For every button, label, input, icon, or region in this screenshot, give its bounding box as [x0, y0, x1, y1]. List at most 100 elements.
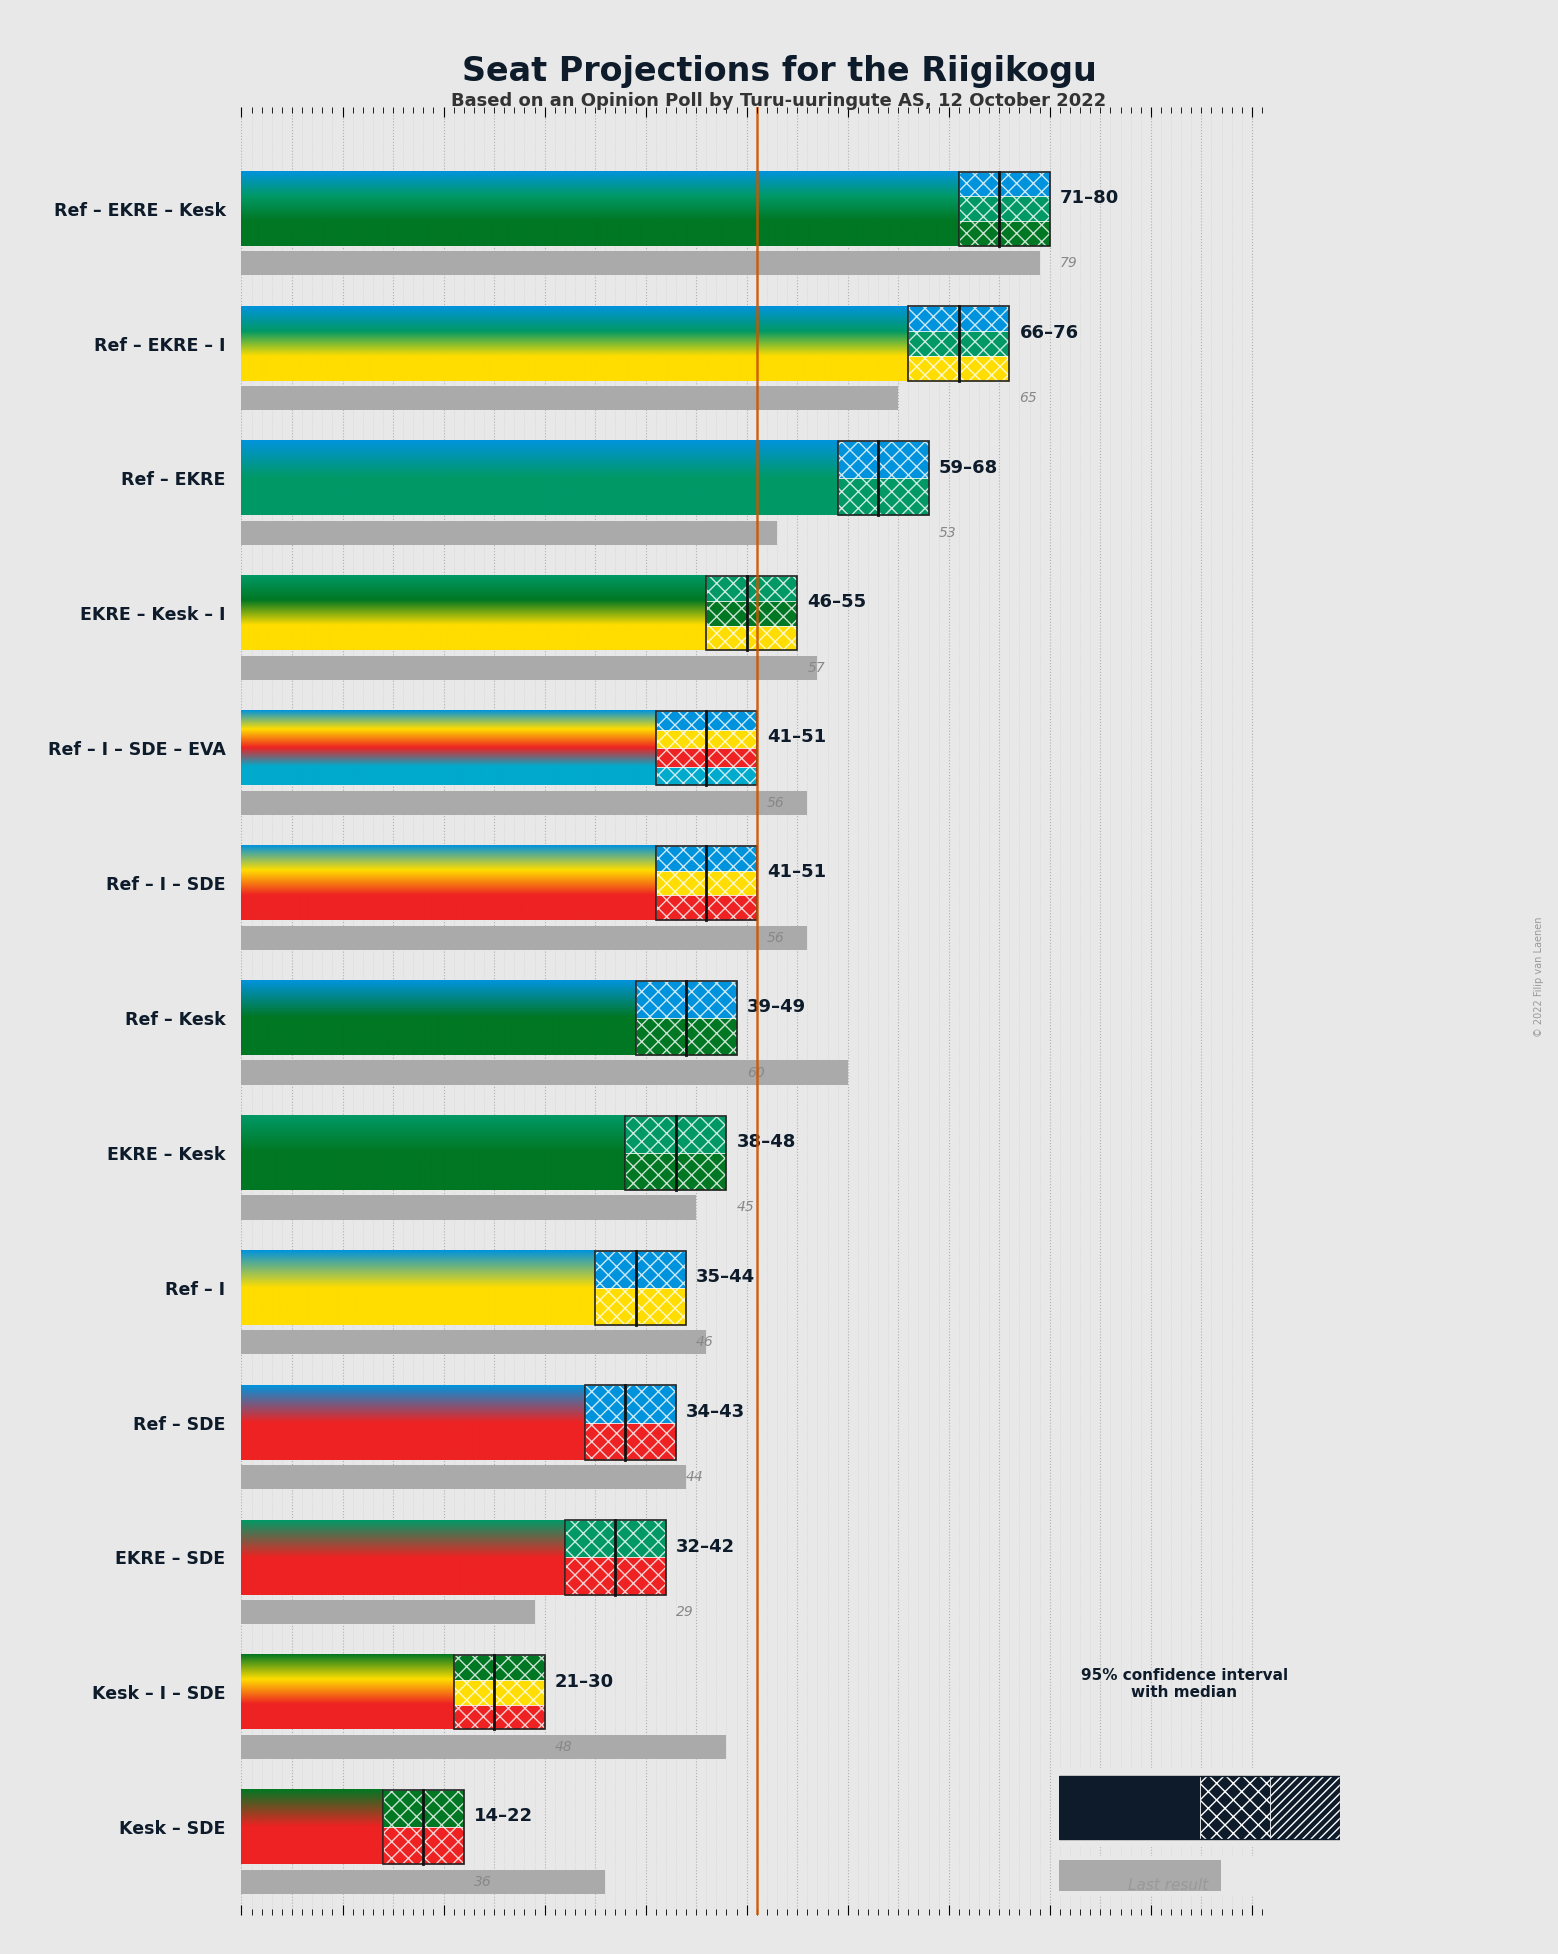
Bar	[656, 729, 757, 748]
Text: Based on an Opinion Poll by Turu-uuringute AS, 12 October 2022: Based on an Opinion Poll by Turu-uuringu…	[452, 92, 1106, 109]
Bar	[584, 1423, 676, 1460]
Bar	[656, 846, 757, 871]
Bar	[1059, 1776, 1340, 1839]
Bar	[656, 871, 757, 895]
Bar	[656, 766, 757, 786]
Bar	[656, 711, 757, 786]
Bar	[584, 1385, 676, 1423]
Text: 71–80: 71–80	[1059, 190, 1119, 207]
Bar	[656, 711, 757, 729]
Bar	[958, 172, 1050, 195]
Bar	[383, 1790, 464, 1827]
Bar	[241, 1061, 848, 1084]
Bar	[958, 172, 1050, 195]
Text: 21–30: 21–30	[555, 1673, 614, 1690]
Text: Last result: Last result	[1128, 1878, 1209, 1893]
Bar	[706, 625, 798, 651]
Bar	[656, 729, 757, 748]
Bar	[656, 748, 757, 766]
Bar	[908, 356, 1010, 381]
Bar	[656, 748, 757, 766]
Bar	[595, 1251, 686, 1288]
Bar	[453, 1704, 545, 1729]
Text: 53: 53	[938, 526, 957, 539]
Bar	[383, 1790, 464, 1864]
Text: 38–48: 38–48	[737, 1133, 796, 1151]
Bar	[656, 729, 757, 748]
Bar	[625, 1153, 726, 1190]
Bar	[656, 846, 757, 920]
Bar	[241, 522, 777, 545]
Bar	[625, 1153, 726, 1190]
Bar	[241, 252, 1039, 276]
Bar	[241, 1196, 696, 1219]
Bar	[241, 1600, 534, 1624]
Text: 32–42: 32–42	[676, 1538, 735, 1555]
Bar	[706, 602, 798, 625]
Bar	[706, 602, 798, 625]
Bar	[908, 307, 1010, 381]
Bar	[584, 1423, 676, 1460]
Bar	[566, 1520, 665, 1594]
Bar	[453, 1680, 545, 1704]
Bar	[706, 625, 798, 651]
Text: 95% confidence interval
with median: 95% confidence interval with median	[1081, 1667, 1287, 1700]
Bar	[908, 307, 1010, 330]
Bar	[656, 711, 757, 729]
Bar	[838, 479, 929, 516]
Bar	[595, 1251, 686, 1325]
Bar	[908, 330, 1010, 356]
Bar	[584, 1385, 676, 1423]
Bar	[656, 846, 757, 871]
Text: 59–68: 59–68	[938, 459, 999, 477]
Bar	[383, 1827, 464, 1864]
Bar	[908, 330, 1010, 356]
Bar	[958, 172, 1050, 195]
Bar	[838, 442, 929, 479]
Bar	[838, 442, 929, 479]
Text: Seat Projections for the Riigikogu: Seat Projections for the Riigikogu	[461, 55, 1097, 88]
Bar	[595, 1251, 686, 1288]
Bar	[656, 871, 757, 895]
Bar	[1200, 1776, 1270, 1839]
Bar	[625, 1153, 726, 1190]
Bar	[636, 981, 737, 1018]
Text: 56: 56	[767, 795, 785, 809]
Bar	[595, 1288, 686, 1325]
Text: © 2022 Filip van Laenen: © 2022 Filip van Laenen	[1535, 916, 1544, 1038]
Bar	[636, 1018, 737, 1055]
Bar	[453, 1655, 545, 1680]
Bar	[958, 172, 1050, 246]
Text: 65: 65	[1019, 391, 1038, 404]
Bar	[1270, 1776, 1340, 1839]
Text: 44: 44	[686, 1469, 704, 1485]
Text: 46–55: 46–55	[807, 594, 866, 612]
Bar	[958, 221, 1050, 246]
Bar	[656, 846, 757, 871]
Text: 46: 46	[696, 1335, 714, 1350]
Text: 34–43: 34–43	[686, 1403, 745, 1421]
Bar	[908, 356, 1010, 381]
Bar	[706, 602, 798, 625]
Bar	[636, 1018, 737, 1055]
Bar	[958, 195, 1050, 221]
Bar	[383, 1790, 464, 1827]
Bar	[566, 1520, 665, 1557]
Bar	[625, 1116, 726, 1190]
Bar	[656, 766, 757, 786]
Bar	[584, 1385, 676, 1460]
Bar	[383, 1827, 464, 1864]
Bar	[656, 766, 757, 786]
Text: 57: 57	[807, 660, 826, 674]
Bar	[706, 625, 798, 651]
Bar	[625, 1116, 726, 1153]
Bar	[241, 657, 818, 680]
Bar	[1059, 1860, 1221, 1891]
Bar	[453, 1655, 545, 1680]
Text: 66–76: 66–76	[1019, 324, 1078, 342]
Bar	[566, 1520, 665, 1557]
Bar	[706, 576, 798, 602]
Bar	[636, 981, 737, 1018]
Bar	[566, 1557, 665, 1594]
Bar	[453, 1704, 545, 1729]
